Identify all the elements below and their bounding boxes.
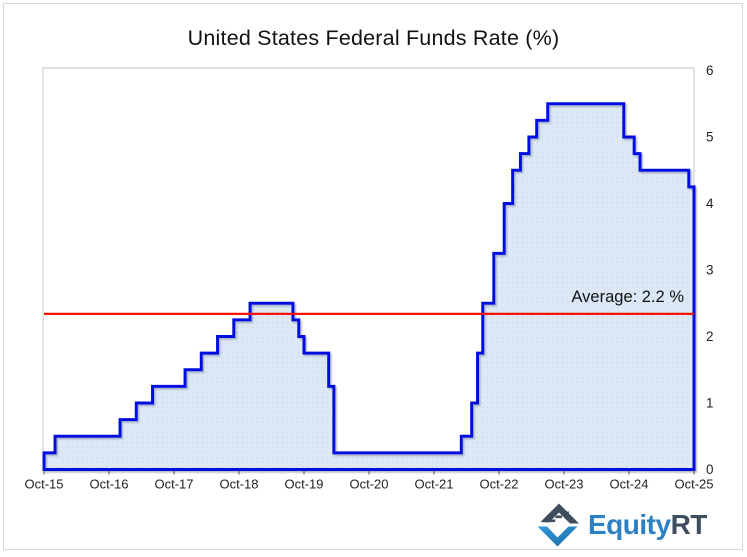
x-tick-label: Oct-20 — [349, 477, 388, 492]
logo-text-equity: Equity — [588, 509, 671, 540]
equityrt-logo-text: EquityRT — [588, 509, 707, 541]
y-tick-label: 4 — [706, 196, 714, 211]
y-tick-label: 3 — [706, 263, 714, 278]
x-tick-label: Oct-16 — [89, 477, 128, 492]
y-tick-label: 1 — [706, 396, 714, 411]
y-tick-label: 6 — [706, 63, 714, 78]
x-tick-label: Oct-25 — [674, 477, 713, 492]
rate-step-line — [42, 102, 696, 471]
x-tick-label: Oct-19 — [284, 477, 323, 492]
logo-text-rt: RT — [670, 509, 708, 540]
average-value-label: Average: 2.2 % — [571, 288, 684, 306]
x-tick-label: Oct-23 — [544, 477, 583, 492]
x-tick-label: Oct-18 — [219, 477, 258, 492]
x-tick-label: Oct-24 — [609, 477, 648, 492]
x-tick-label: Oct-22 — [479, 477, 518, 492]
rate-area-fill — [44, 103, 694, 470]
x-tick-label: Oct-17 — [154, 477, 193, 492]
equityrt-logo-icon — [537, 503, 579, 547]
x-tick-label: Oct-21 — [414, 477, 453, 492]
equityrt-logo: EquityRT — [536, 502, 707, 548]
x-tick-label: Oct-15 — [24, 477, 63, 492]
y-tick-label: 2 — [706, 329, 714, 344]
chart-title: United States Federal Funds Rate (%) — [187, 26, 560, 50]
y-tick-label: 0 — [706, 462, 714, 477]
y-tick-label: 5 — [706, 130, 714, 145]
